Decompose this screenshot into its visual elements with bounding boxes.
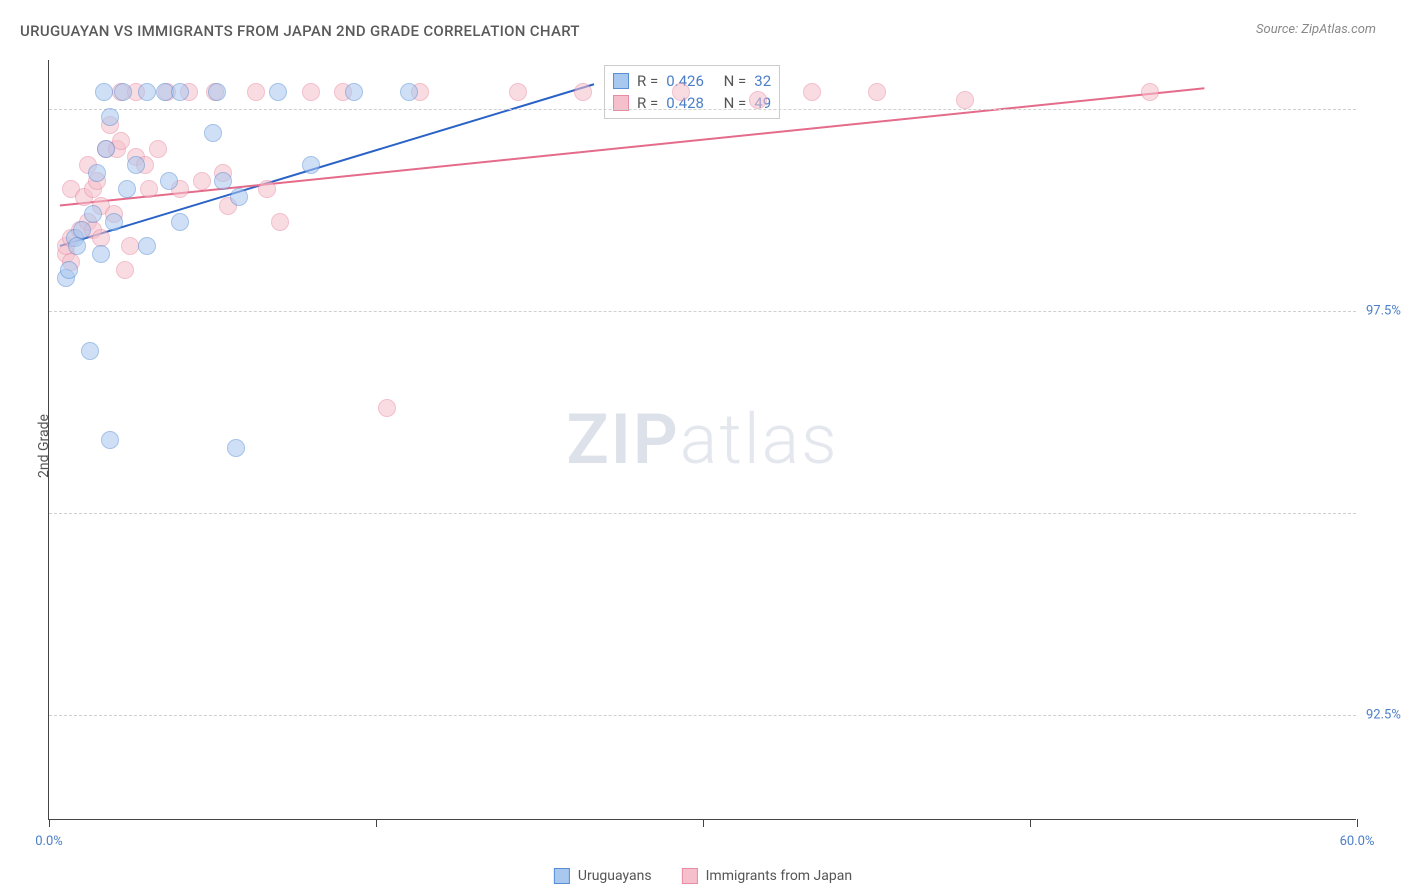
scatter-point-b: [803, 83, 821, 101]
x-tick-label: 60.0%: [1340, 834, 1375, 849]
scatter-point-b: [116, 261, 134, 279]
scatter-point-a: [118, 180, 136, 198]
scatter-point-b: [868, 83, 886, 101]
scatter-point-a: [400, 83, 418, 101]
watermark: ZIPatlas: [566, 399, 838, 481]
scatter-point-a: [127, 156, 145, 174]
scatter-point-a: [101, 431, 119, 449]
scatter-point-a: [81, 342, 99, 360]
chart-title: URUGUAYAN VS IMMIGRANTS FROM JAPAN 2ND G…: [20, 22, 580, 40]
scatter-point-a: [171, 213, 189, 231]
scatter-point-a: [214, 172, 232, 190]
scatter-point-b: [302, 83, 320, 101]
gridline-h: [49, 109, 1356, 110]
source-attribution: Source: ZipAtlas.com: [1256, 22, 1376, 37]
x-tick: [376, 819, 377, 827]
scatter-point-b: [509, 83, 527, 101]
scatter-point-a: [68, 237, 86, 255]
gridline-h: [49, 715, 1356, 716]
scatter-point-a: [171, 83, 189, 101]
scatter-point-a: [227, 439, 245, 457]
scatter-point-b: [140, 180, 158, 198]
scatter-point-b: [1141, 83, 1159, 101]
scatter-point-a: [204, 124, 222, 142]
stats-a-n: 32: [754, 72, 771, 90]
r-label: R =: [637, 72, 658, 90]
trend-lines-svg: [49, 60, 1357, 820]
swatch-a-icon: [554, 868, 570, 884]
stats-row-b: R = 0.428 N = 49: [613, 92, 771, 114]
scatter-point-a: [345, 83, 363, 101]
scatter-point-a: [208, 83, 226, 101]
x-tick: [1357, 819, 1358, 827]
gridline-h: [49, 513, 1356, 514]
plot-area: ZIPatlas R = 0.426 N = 32 R = 0.428 N = …: [48, 60, 1356, 820]
scatter-point-a: [105, 213, 123, 231]
scatter-point-b: [271, 213, 289, 231]
scatter-point-a: [302, 156, 320, 174]
scatter-point-b: [149, 140, 167, 158]
x-tick: [1030, 819, 1031, 827]
scatter-point-a: [138, 237, 156, 255]
legend-label-a: Uruguayans: [578, 868, 652, 884]
stats-row-a: R = 0.426 N = 32: [613, 70, 771, 92]
watermark-bold: ZIP: [566, 399, 679, 481]
legend-label-b: Immigrants from Japan: [706, 868, 852, 884]
scatter-point-b: [121, 237, 139, 255]
scatter-point-a: [97, 140, 115, 158]
swatch-b-icon: [682, 868, 698, 884]
scatter-point-a: [269, 83, 287, 101]
y-tick-label: 97.5%: [1366, 303, 1406, 318]
scatter-point-b: [956, 91, 974, 109]
gridline-h: [49, 311, 1356, 312]
scatter-point-b: [749, 91, 767, 109]
scatter-point-b: [193, 172, 211, 190]
scatter-point-b: [378, 399, 396, 417]
scatter-point-a: [92, 245, 110, 263]
watermark-light: atlas: [680, 399, 839, 481]
legend-item-b: Immigrants from Japan: [682, 868, 852, 884]
scatter-point-a: [73, 221, 91, 239]
scatter-point-a: [95, 83, 113, 101]
legend-item-a: Uruguayans: [554, 868, 652, 884]
scatter-point-b: [258, 180, 276, 198]
scatter-point-b: [247, 83, 265, 101]
chart-container: URUGUAYAN VS IMMIGRANTS FROM JAPAN 2ND G…: [0, 0, 1406, 892]
scatter-point-a: [88, 164, 106, 182]
scatter-point-b: [672, 83, 690, 101]
scatter-point-a: [114, 83, 132, 101]
bottom-legend: Uruguayans Immigrants from Japan: [554, 868, 852, 884]
x-tick: [49, 819, 50, 827]
x-tick-label: 0.0%: [35, 834, 63, 849]
scatter-point-a: [101, 108, 119, 126]
scatter-point-a: [138, 83, 156, 101]
scatter-point-a: [230, 188, 248, 206]
scatter-point-a: [160, 172, 178, 190]
x-tick: [703, 819, 704, 827]
scatter-point-a: [84, 205, 102, 223]
scatter-point-b: [574, 83, 592, 101]
scatter-point-a: [60, 261, 78, 279]
y-tick-label: 92.5%: [1366, 707, 1406, 722]
swatch-a-icon: [613, 73, 629, 89]
n-label: N =: [724, 72, 747, 90]
